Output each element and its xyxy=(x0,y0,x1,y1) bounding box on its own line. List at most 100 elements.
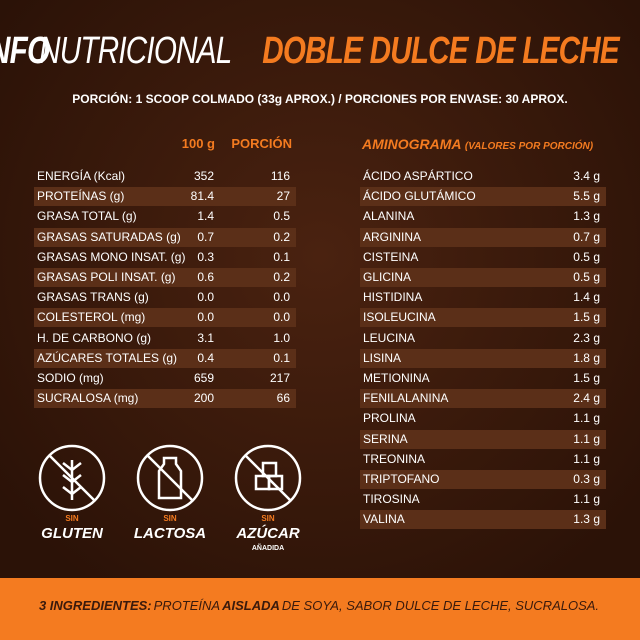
amino-value: 0.5 g xyxy=(573,270,600,284)
amino-value: 0.3 g xyxy=(573,472,600,486)
amino-value: 1.1 g xyxy=(573,451,600,466)
value-portion: 1.0 xyxy=(273,330,290,345)
nutrition-row: COLESTEROL (mg) 0.0 0.0 xyxy=(34,308,296,328)
title-c: DOBLE DULCE DE LECHE xyxy=(262,30,620,72)
nutrition-row: GRASA TOTAL (g) 1.4 0.5 xyxy=(34,207,296,226)
amino-value: 3.4 g xyxy=(573,169,600,183)
value-portion: 0.1 xyxy=(273,249,290,264)
amino-name: HISTIDINA xyxy=(363,290,423,305)
amino-value: 1.3 g xyxy=(573,209,600,224)
amino-name: TIROSINA xyxy=(363,492,420,507)
amino-name: TREONINA xyxy=(363,451,426,466)
amino-row: LEUCINA 2.3 g xyxy=(360,329,606,348)
badge-icons xyxy=(38,444,302,512)
amino-name: ISOLEUCINA xyxy=(363,310,436,325)
badge-top: SIN xyxy=(163,514,177,523)
value-portion: 66 xyxy=(276,391,290,406)
value-100g: 3.1 xyxy=(197,330,214,345)
value-100g: 0.4 xyxy=(197,350,214,365)
nutrition-row: GRASAS MONO INSAT. (g) 0.3 0.1 xyxy=(34,248,296,267)
amino-name: PROLINA xyxy=(363,411,416,426)
amino-value: 2.3 g xyxy=(573,330,600,345)
amino-name: GLICINA xyxy=(363,270,412,284)
amino-value: 1.4 g xyxy=(573,290,600,305)
amino-row: TREONINA 1.1 g xyxy=(360,450,606,469)
amino-value: 1.1 g xyxy=(573,431,600,446)
nutrient-name: GRASAS TRANS (g) xyxy=(37,290,149,305)
nutrition-row: ENERGÍA (Kcal) 352 116 xyxy=(34,167,296,186)
nutrient-name: GRASAS POLI INSAT. (g) xyxy=(37,270,176,284)
value-100g: 1.4 xyxy=(197,209,214,224)
amino-row: CISTEINA 0.5 g xyxy=(360,248,606,267)
amino-value: 5.5 g xyxy=(573,189,600,204)
serving: PORCIÓN: 1 SCOOP COLMADO (33g APROX.) / … xyxy=(72,92,568,106)
nutrient-name: H. DE CARBONO (g) xyxy=(37,330,152,345)
amino-row: VALINA 1.3 g xyxy=(360,510,606,530)
amino-value: 0.7 g xyxy=(573,229,600,244)
amino-name: VALINA xyxy=(363,512,405,527)
amino-value: 1.8 g xyxy=(573,350,600,365)
amino-value: 1.5 g xyxy=(573,310,600,325)
amino-name: SERINA xyxy=(363,431,408,446)
amino-row: ISOLEUCINA 1.5 g xyxy=(360,308,606,328)
nutrient-name: SODIO (mg) xyxy=(37,371,104,385)
amino-name: LEUCINA xyxy=(363,330,416,345)
footer-a: PROTEÍNA xyxy=(153,598,221,613)
title: INFO NUTRICIONAL DOBLE DULCE DE LECHE xyxy=(0,30,640,73)
value-portion: 0.2 xyxy=(273,270,290,284)
nutrition-row: AZÚCARES TOTALES (g) 0.4 0.1 xyxy=(34,348,296,368)
nutrient-name: GRASAS MONO INSAT. (g) xyxy=(37,249,186,264)
amino-row: GLICINA 0.5 g xyxy=(360,268,606,287)
amino-name: ÁCIDO GLUTÁMICO xyxy=(363,189,476,204)
value-100g: 352 xyxy=(193,169,214,183)
amino-value: 2.4 g xyxy=(573,391,600,406)
value-portion: 27 xyxy=(276,189,290,204)
value-100g: 659 xyxy=(193,371,214,385)
amino-row: ÁCIDO ASPÁRTICO 3.4 g xyxy=(360,167,606,186)
amino-name: METIONINA xyxy=(363,371,430,385)
title-b: NUTRICIONAL xyxy=(39,30,232,72)
amino-title: AMINOGRAMA (VALORES POR PORCIÓN) xyxy=(362,136,593,152)
badge-label: GLUTEN xyxy=(41,525,103,542)
amino-row: ALANINA 1.3 g xyxy=(360,207,606,226)
amino-row: LISINA 1.8 g xyxy=(360,348,606,368)
value-portion: 217 xyxy=(269,371,290,385)
value-portion: 0.2 xyxy=(273,229,290,244)
badge-top: SIN xyxy=(65,514,79,523)
amino-value: 1.1 g xyxy=(573,411,600,426)
amino-row: PROLINA 1.1 g xyxy=(360,409,606,428)
amino-name: ARGININA xyxy=(363,229,422,244)
nutrient-name: GRASAS SATURADAS (g) xyxy=(37,229,181,244)
nutrition-row: GRASAS POLI INSAT. (g) 0.6 0.2 xyxy=(34,268,296,287)
nutrition-row: H. DE CARBONO (g) 3.1 1.0 xyxy=(34,329,296,348)
amino-value: 0.5 g xyxy=(573,249,600,264)
value-100g: 0.0 xyxy=(197,290,214,305)
amino-value: 1.3 g xyxy=(573,512,600,527)
col-head: 100 g xyxy=(181,136,215,151)
amino-name: TRIPTOFANO xyxy=(363,472,440,486)
nutrient-name: COLESTEROL (mg) xyxy=(37,310,146,325)
nutrition-row: GRASAS SATURADAS (g) 0.7 0.2 xyxy=(34,227,296,247)
amino-note: (VALORES POR PORCIÓN) xyxy=(464,141,594,152)
amino-value: 1.5 g xyxy=(573,371,600,385)
amino-row: METIONINA 1.5 g xyxy=(360,369,606,388)
nutrition-row: SODIO (mg) 659 217 xyxy=(34,369,296,388)
value-100g: 81.4 xyxy=(190,189,214,204)
footer-lead: 3 INGREDIENTES: xyxy=(38,598,152,613)
badge-label: LACTOSA xyxy=(133,525,207,542)
amino-title-text: AMINOGRAMA xyxy=(362,136,462,152)
amino-name: ÁCIDO ASPÁRTICO xyxy=(363,169,473,183)
amino-row: FENILALANINA 2.4 g xyxy=(360,389,606,409)
amino-name: ALANINA xyxy=(363,209,415,224)
nutrient-name: PROTEÍNAS (g) xyxy=(37,189,125,204)
value-portion: 0.0 xyxy=(273,310,290,325)
amino-name: LISINA xyxy=(363,350,402,365)
amino-row: TIROSINA 1.1 g xyxy=(360,490,606,509)
nutrient-name: ENERGÍA (Kcal) xyxy=(37,169,126,183)
value-100g: 0.7 xyxy=(197,229,214,244)
title-a: INFO xyxy=(0,30,50,72)
amino-row: ÁCIDO GLUTÁMICO 5.5 g xyxy=(360,187,606,207)
nutrient-name: GRASA TOTAL (g) xyxy=(37,209,137,224)
amino-name: CISTEINA xyxy=(363,249,419,264)
